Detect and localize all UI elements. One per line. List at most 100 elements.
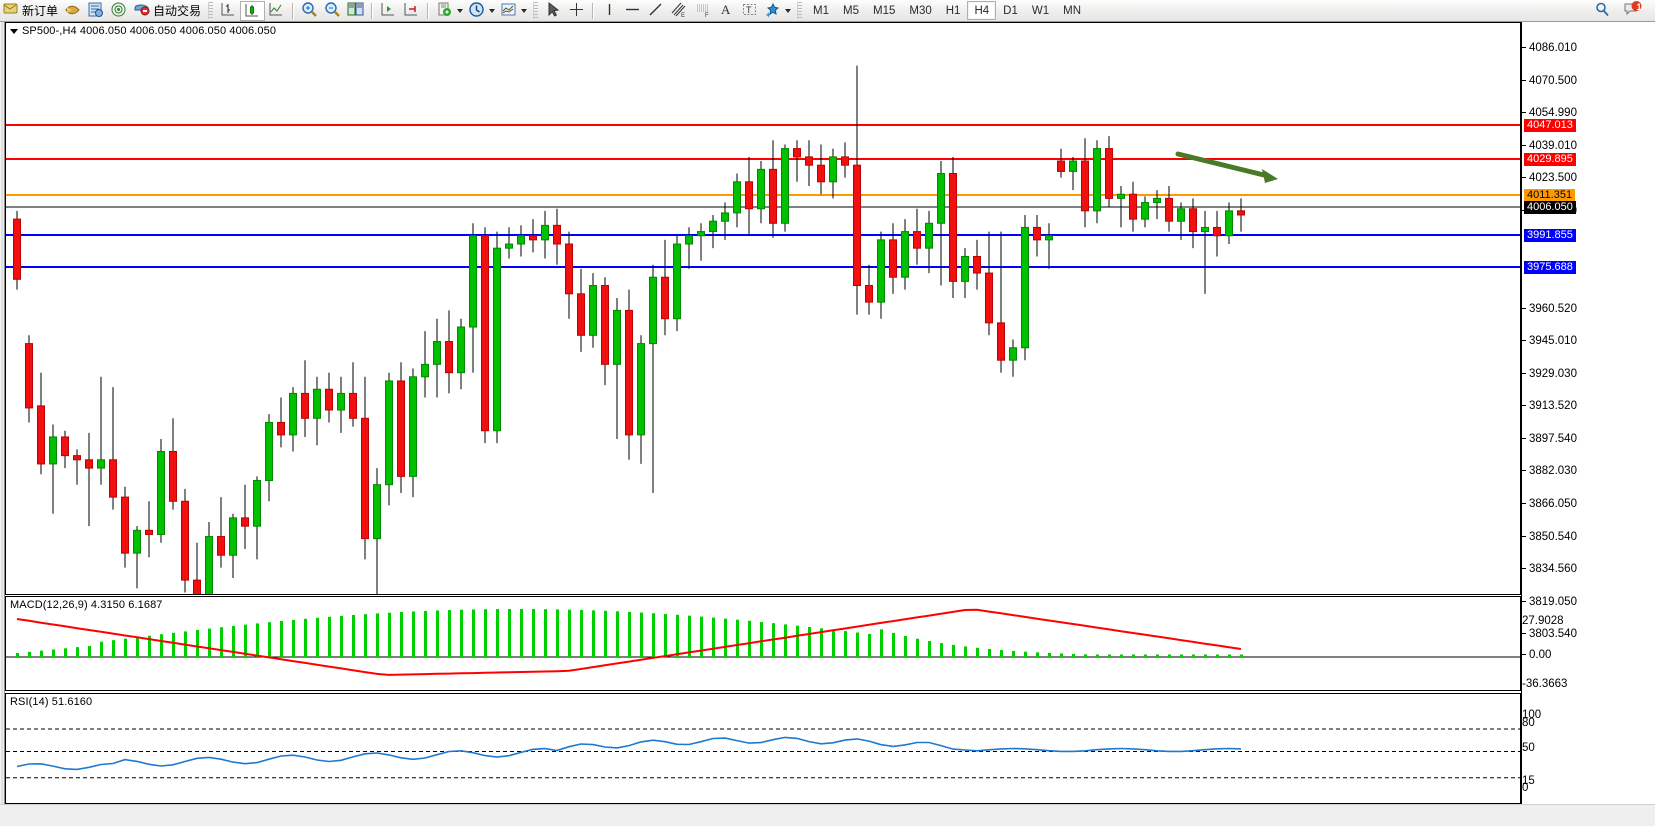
price-level-label-support[interactable]: 3991.855 (1524, 229, 1576, 242)
timeframe-m15[interactable]: M15 (873, 4, 896, 17)
period-icon[interactable] (465, 1, 488, 21)
macd-histogram-bar (1156, 654, 1159, 657)
toolbar-grip[interactable] (208, 2, 214, 19)
zoom-out-icon[interactable] (321, 1, 344, 21)
autotrading-button[interactable]: 自动交易 (130, 1, 204, 21)
macd-histogram-bar (796, 625, 799, 657)
zoom-in-icon[interactable] (298, 1, 321, 21)
candle-body-bearish (73, 455, 81, 461)
rsi-pane[interactable]: RSI(14) 51.6160 (5, 693, 1521, 804)
candle-body-bullish (1177, 208, 1185, 222)
market-watch-icon[interactable] (84, 1, 107, 21)
macd-histogram-bar (784, 624, 787, 657)
candle-body-bullish (925, 222, 933, 249)
macd-histogram-bar (136, 637, 139, 657)
horizontal-line-icon[interactable] (621, 1, 644, 21)
timeframe-m1[interactable]: M1 (813, 4, 830, 17)
candle-body-bearish (1189, 208, 1197, 233)
candle-body-bullish (613, 309, 621, 365)
templates-icon[interactable] (433, 1, 456, 21)
crosshair-icon[interactable] (565, 1, 588, 21)
candle-body-bullish (385, 380, 393, 486)
templates-dropdown-arrow[interactable] (457, 8, 464, 13)
candle-body-bearish (445, 341, 453, 374)
price-level-label-order[interactable]: 4011.351 (1524, 189, 1576, 202)
text-icon[interactable]: A (715, 1, 738, 21)
cursor-icon[interactable] (542, 1, 565, 21)
candle-body-bearish (277, 421, 285, 436)
macd-histogram-bar (1060, 653, 1063, 657)
candle-body-bearish (1237, 210, 1245, 216)
macd-histogram-bar (964, 646, 967, 657)
macd-histogram-bar (484, 609, 487, 657)
tile-windows-icon[interactable] (344, 1, 367, 21)
rsi-label: RSI(14) 51.6160 (10, 696, 93, 708)
price-level-label-resistance[interactable]: 4047.013 (1524, 119, 1576, 132)
price-tick: 3834.560 (1522, 563, 1577, 575)
toolbar-separator (292, 2, 295, 19)
period-dropdown-arrow[interactable] (489, 8, 496, 13)
candle-body-bullish (517, 235, 525, 245)
macd-histogram-bar (532, 609, 535, 657)
toolbar-grip[interactable] (533, 2, 539, 19)
macd-histogram-bar (676, 614, 679, 657)
price-level-label-support[interactable]: 3975.688 (1524, 261, 1576, 274)
macd-histogram-bar (868, 633, 871, 657)
timeframe-w1[interactable]: W1 (1031, 4, 1050, 17)
auto-scroll-icon[interactable] (400, 1, 423, 21)
expert-advisor-icon[interactable] (61, 1, 84, 21)
search-icon[interactable] (1591, 1, 1614, 21)
fibonacci-icon[interactable]: F (691, 1, 715, 21)
macd-histogram-bar (844, 631, 847, 657)
chart-menu-caret-icon[interactable] (10, 28, 18, 34)
rsi-tick: 50 (1522, 742, 1535, 754)
line-chart-icon[interactable] (265, 1, 288, 21)
price-tick: 3803.540 (1522, 628, 1577, 640)
timeframe-mn[interactable]: MN (1063, 4, 1081, 17)
rsi-tick: 0 (1522, 782, 1529, 794)
candle-body-bearish (481, 235, 489, 432)
price-level-label-last-price[interactable]: 4006.050 (1524, 201, 1576, 214)
new-order-button[interactable]: 新订单 (0, 1, 61, 21)
alerts-icon[interactable]: 1 (1620, 0, 1645, 21)
text-label-icon[interactable]: T (738, 1, 761, 21)
macd-histogram-bar (1216, 654, 1219, 657)
candle-body-bearish (529, 235, 537, 241)
toolbar-grip[interactable] (797, 2, 803, 19)
macd-histogram-bar (472, 609, 475, 657)
downtrend-arrow (1175, 151, 1278, 183)
macd-histogram-bar (508, 609, 511, 657)
shapes-dropdown-arrow[interactable] (785, 8, 792, 13)
trendline-icon[interactable] (644, 1, 667, 21)
macd-histogram-bar (1012, 650, 1015, 657)
macd-histogram-bar (112, 640, 115, 657)
price-level-label-resistance[interactable]: 4029.895 (1524, 153, 1576, 166)
macd-histogram-bar (916, 638, 919, 657)
timeframe-m30[interactable]: M30 (909, 4, 932, 17)
price-scale[interactable]: 4086.010 4070.500 4054.990 4039.010 4023.500… (1521, 22, 1655, 804)
macd-histogram-bar (1168, 654, 1171, 657)
timeframe-d1[interactable]: D1 (1003, 4, 1018, 17)
macd-tick: 0.00 (1522, 649, 1551, 661)
macd-histogram-bar (16, 653, 19, 657)
indicators-dropdown-arrow[interactable] (521, 8, 528, 13)
timeframe-h1[interactable]: H1 (945, 4, 961, 17)
candle-body-bullish (469, 235, 477, 328)
macd-histogram-bar (520, 609, 523, 657)
macd-pane[interactable]: MACD(12,26,9) 4.3150 6.1687 (5, 596, 1521, 691)
chart-shift-icon[interactable] (377, 1, 400, 21)
price-pane[interactable]: SP500-,H4 4006.050 4006.050 4006.050 400… (5, 22, 1521, 595)
shapes-icon[interactable] (761, 1, 784, 21)
indicators-icon[interactable] (497, 1, 520, 21)
vertical-line-icon[interactable] (598, 1, 621, 21)
candlestick-chart-icon[interactable] (240, 0, 266, 21)
candle-body-bearish (913, 231, 921, 249)
candle-body-bearish (217, 536, 225, 556)
navigator-icon[interactable] (107, 1, 130, 21)
macd-label: MACD(12,26,9) 4.3150 6.1687 (10, 599, 163, 611)
equidistant-channel-icon[interactable]: E (667, 1, 691, 21)
timeframe-h4[interactable]: H4 (967, 1, 997, 20)
macd-histogram-bar (952, 644, 955, 657)
timeframe-m5[interactable]: M5 (843, 4, 859, 17)
bar-chart-icon[interactable] (217, 1, 240, 21)
